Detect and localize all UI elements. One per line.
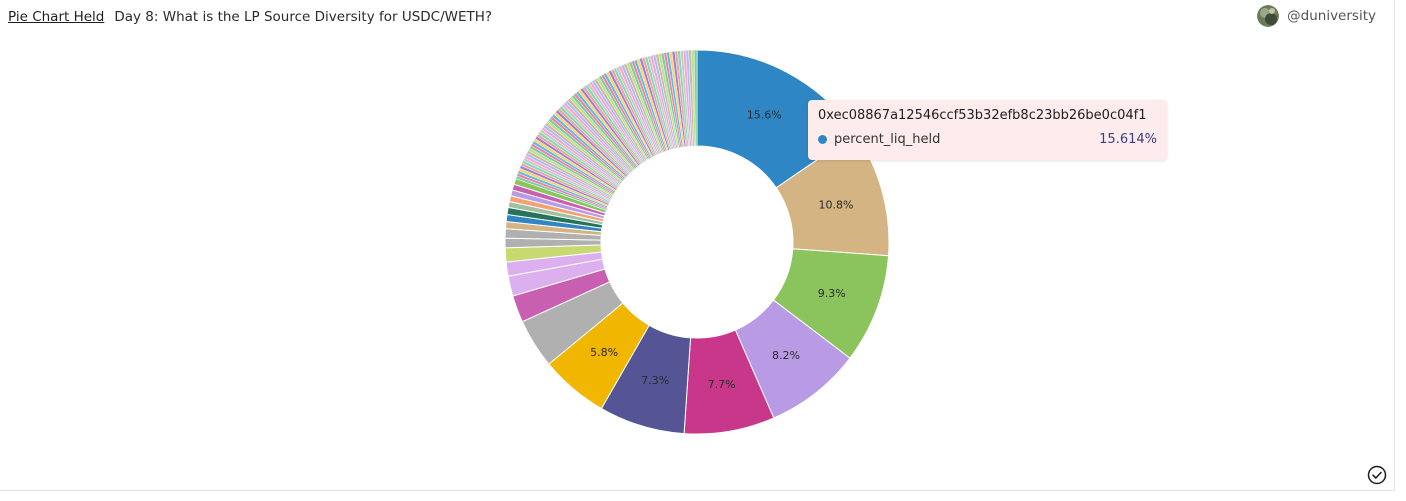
visualization-link[interactable]: Pie Chart Held (8, 9, 105, 25)
visualization-panel: Pie Chart Held Day 8: What is the LP Sou… (0, 0, 1395, 491)
slice-data-label: 7.7% (708, 378, 736, 391)
slice-data-label: 15.6% (747, 109, 782, 122)
chart-tooltip: 0xec08867a12546ccf53b32efb8c23bb26be0c04… (808, 100, 1167, 160)
chart-data-labels: 15.6% 10.8% 9.3% 8.2% 7.7% 7.3% 5.8% (590, 109, 853, 391)
chart-slices (504, 49, 890, 435)
query-title: Day 8: What is the LP Source Diversity f… (114, 9, 493, 25)
series-color-dot-icon (818, 135, 827, 144)
slice-data-label: 9.3% (818, 287, 846, 300)
slice-data-label: 8.2% (772, 349, 800, 362)
slice-data-label: 10.8% (819, 198, 854, 211)
slice-data-label: 5.8% (590, 346, 618, 359)
tooltip-title: 0xec08867a12546ccf53b32efb8c23bb26be0c04… (818, 108, 1147, 123)
check-circle-icon[interactable] (1367, 465, 1387, 485)
slice-data-label: 7.3% (641, 374, 669, 387)
panel-header: Pie Chart Held Day 8: What is the LP Sou… (8, 7, 492, 27)
tooltip-series-name: percent_liq_held (834, 132, 941, 147)
user-handle: @duniversity (1287, 8, 1376, 24)
tooltip-row: percent_liq_held 15.614% (818, 132, 1157, 147)
tooltip-value: 15.614% (1099, 132, 1157, 147)
user-info[interactable]: @duniversity (1257, 5, 1376, 27)
avatar (1257, 5, 1280, 27)
pie-slice[interactable] (694, 49, 698, 147)
donut-chart: 15.6% 10.8% 9.3% 8.2% 7.7% 7.3% 5.8% (504, 49, 890, 435)
